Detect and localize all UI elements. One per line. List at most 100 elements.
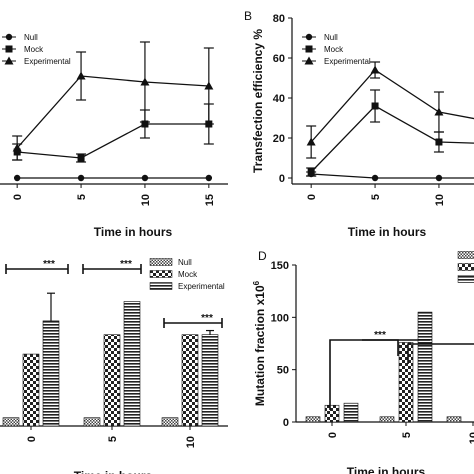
x-tick-label: 0 xyxy=(26,436,38,442)
legend-marker xyxy=(4,56,14,65)
series-line xyxy=(311,173,474,179)
bar xyxy=(42,320,60,427)
x-axis-title: Time in hours xyxy=(347,465,426,474)
data-point xyxy=(435,174,443,182)
legend-marker xyxy=(305,45,313,53)
bar xyxy=(2,417,20,427)
legend-swatch xyxy=(149,282,173,290)
significance-label: *** xyxy=(374,330,386,341)
x-tick-label: 5 xyxy=(107,436,119,442)
y-axis-title: Transfection efficiency % xyxy=(251,29,265,173)
panel-c: 0 5 10 Time in hours *** *** *** Null Mock Experi… xyxy=(0,258,228,474)
significance-label: *** xyxy=(201,313,213,324)
x-tick-label: 10 xyxy=(468,432,474,444)
bar xyxy=(398,342,414,423)
bar xyxy=(22,353,40,427)
y-tick-label: 150 xyxy=(271,260,289,272)
x-tick-label: 5 xyxy=(76,194,88,200)
panel-d: 0 50 100 150 Mutation fraction x106 0 5 10 Time … xyxy=(252,251,474,474)
legend-label: Experimental xyxy=(24,57,71,66)
legend-swatch xyxy=(457,263,474,271)
legend-label: Null xyxy=(24,33,38,42)
data-point xyxy=(141,174,149,182)
y-tick-label: 0 xyxy=(279,173,285,185)
bar xyxy=(379,416,395,423)
data-point xyxy=(140,77,150,86)
legend-marker xyxy=(305,33,313,41)
data-point xyxy=(306,137,316,146)
bar xyxy=(324,404,340,423)
x-tick-label: 0 xyxy=(306,194,318,200)
x-tick-label: 0 xyxy=(327,432,339,438)
x-tick-label: 5 xyxy=(401,432,413,438)
data-point xyxy=(205,174,213,182)
data-point xyxy=(370,65,380,74)
data-point xyxy=(371,174,379,182)
bar xyxy=(123,301,141,427)
data-point xyxy=(434,107,444,116)
x-tick-label: 10 xyxy=(140,194,152,206)
legend-label: Mock xyxy=(24,45,44,54)
legend-label: Mock xyxy=(324,45,344,54)
data-point xyxy=(77,154,85,162)
series-line xyxy=(310,69,474,143)
data-point xyxy=(12,143,22,152)
bar xyxy=(83,417,101,427)
data-point xyxy=(307,168,315,176)
bar xyxy=(201,334,219,427)
y-tick-label: 50 xyxy=(277,365,289,377)
series-line xyxy=(17,123,209,159)
x-tick-label: 15 xyxy=(204,194,216,206)
panel-letter-d: D xyxy=(258,249,267,263)
legend-label: Null xyxy=(178,258,192,267)
legend-swatch xyxy=(149,258,173,266)
x-axis-title: Time in hours xyxy=(348,225,427,239)
data-point xyxy=(76,71,86,80)
y-tick-label: 60 xyxy=(273,53,285,65)
significance-bracket xyxy=(82,264,142,274)
bar xyxy=(181,334,199,427)
significance-bracket xyxy=(329,339,399,410)
bar xyxy=(305,416,321,423)
bar xyxy=(161,417,179,427)
x-tick-label: 0 xyxy=(12,194,24,200)
y-tick-label: 0 xyxy=(283,417,289,429)
legend-marker xyxy=(5,33,13,41)
panel-a: 0 5 10 15 Time in hours Null Mock Experimental xyxy=(0,33,228,239)
legend-label: Experimental xyxy=(324,57,371,66)
x-tick-label: 5 xyxy=(370,194,382,200)
series-line xyxy=(310,105,474,173)
x-axis-title: Time in hours xyxy=(94,225,173,239)
y-tick-label: 80 xyxy=(273,13,285,25)
legend-label: Experimental xyxy=(178,282,225,291)
bar xyxy=(343,402,359,423)
x-tick-label: 10 xyxy=(185,436,197,448)
legend-label: Mock xyxy=(178,270,198,279)
y-axis-title: Mutation fraction x106 xyxy=(252,280,267,406)
y-tick-label: 40 xyxy=(273,93,285,105)
data-point xyxy=(204,81,214,90)
legend-swatch xyxy=(457,251,474,259)
legend-swatch xyxy=(457,275,474,283)
bar xyxy=(103,334,121,427)
significance-label: *** xyxy=(43,259,55,270)
data-point xyxy=(371,102,379,110)
y-tick-label: 20 xyxy=(273,133,285,145)
legend-marker xyxy=(5,45,13,53)
significance-label: *** xyxy=(120,259,132,270)
bar xyxy=(446,416,462,423)
significance-bracket xyxy=(5,264,69,274)
series-line xyxy=(16,75,209,149)
legend-swatch xyxy=(149,270,173,278)
significance-bracket xyxy=(163,318,223,328)
data-point xyxy=(435,138,443,146)
data-point xyxy=(77,174,85,182)
bar xyxy=(417,311,433,423)
x-tick-label: 10 xyxy=(434,194,446,206)
data-point xyxy=(141,120,149,128)
y-tick-label: 100 xyxy=(271,312,289,324)
panel-letter-b: B xyxy=(244,9,252,23)
data-point xyxy=(13,174,21,182)
